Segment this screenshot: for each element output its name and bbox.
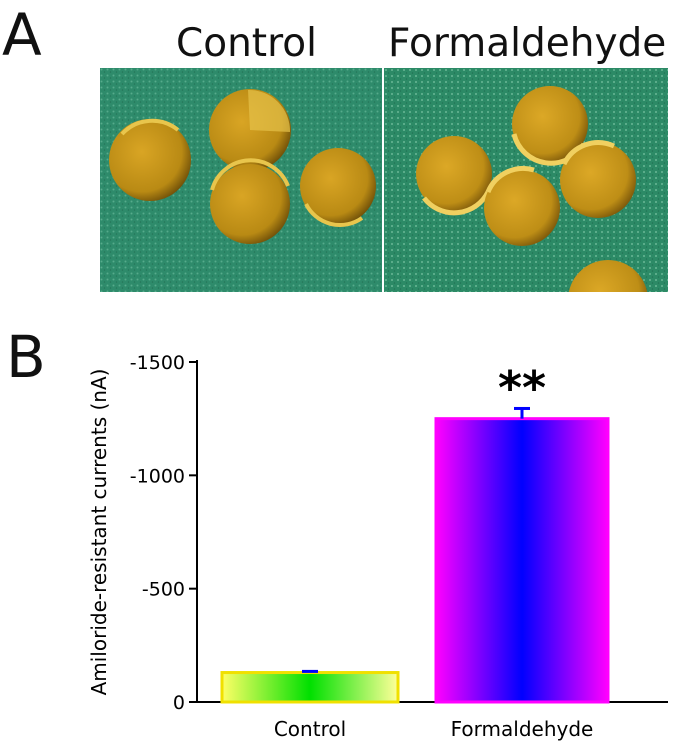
y-tick-label: -1500 [130, 352, 185, 374]
x-tick-label-control: Control [274, 717, 346, 741]
significance-marker: ** [498, 361, 546, 415]
photo-title-control: Control [176, 21, 317, 66]
oocyte [568, 260, 648, 292]
oocyte [560, 140, 636, 218]
panel-b-letter: B [6, 323, 46, 391]
y-tick-label: 0 [173, 692, 185, 714]
oocyte-photo-formaldehyde [384, 68, 668, 292]
oocyte [484, 165, 560, 246]
panel-a-letter: A [2, 1, 42, 69]
bar-control [220, 671, 400, 704]
y-tick-label: -1000 [130, 465, 185, 487]
y-tick-label: -500 [142, 579, 185, 601]
x-tick-label-formaldehyde: Formaldehyde [451, 717, 594, 741]
oocyte [210, 158, 290, 244]
photo-title-formaldehyde: Formaldehyde [388, 21, 667, 66]
bar-formaldehyde [434, 417, 610, 704]
oocyte [300, 148, 376, 227]
oocyte [416, 136, 492, 216]
y-axis-title: Amiloride-resistant currents (nA) [87, 369, 111, 696]
oocyte [209, 89, 291, 171]
oocyte-photo-control [100, 68, 382, 292]
oocyte [109, 118, 191, 201]
